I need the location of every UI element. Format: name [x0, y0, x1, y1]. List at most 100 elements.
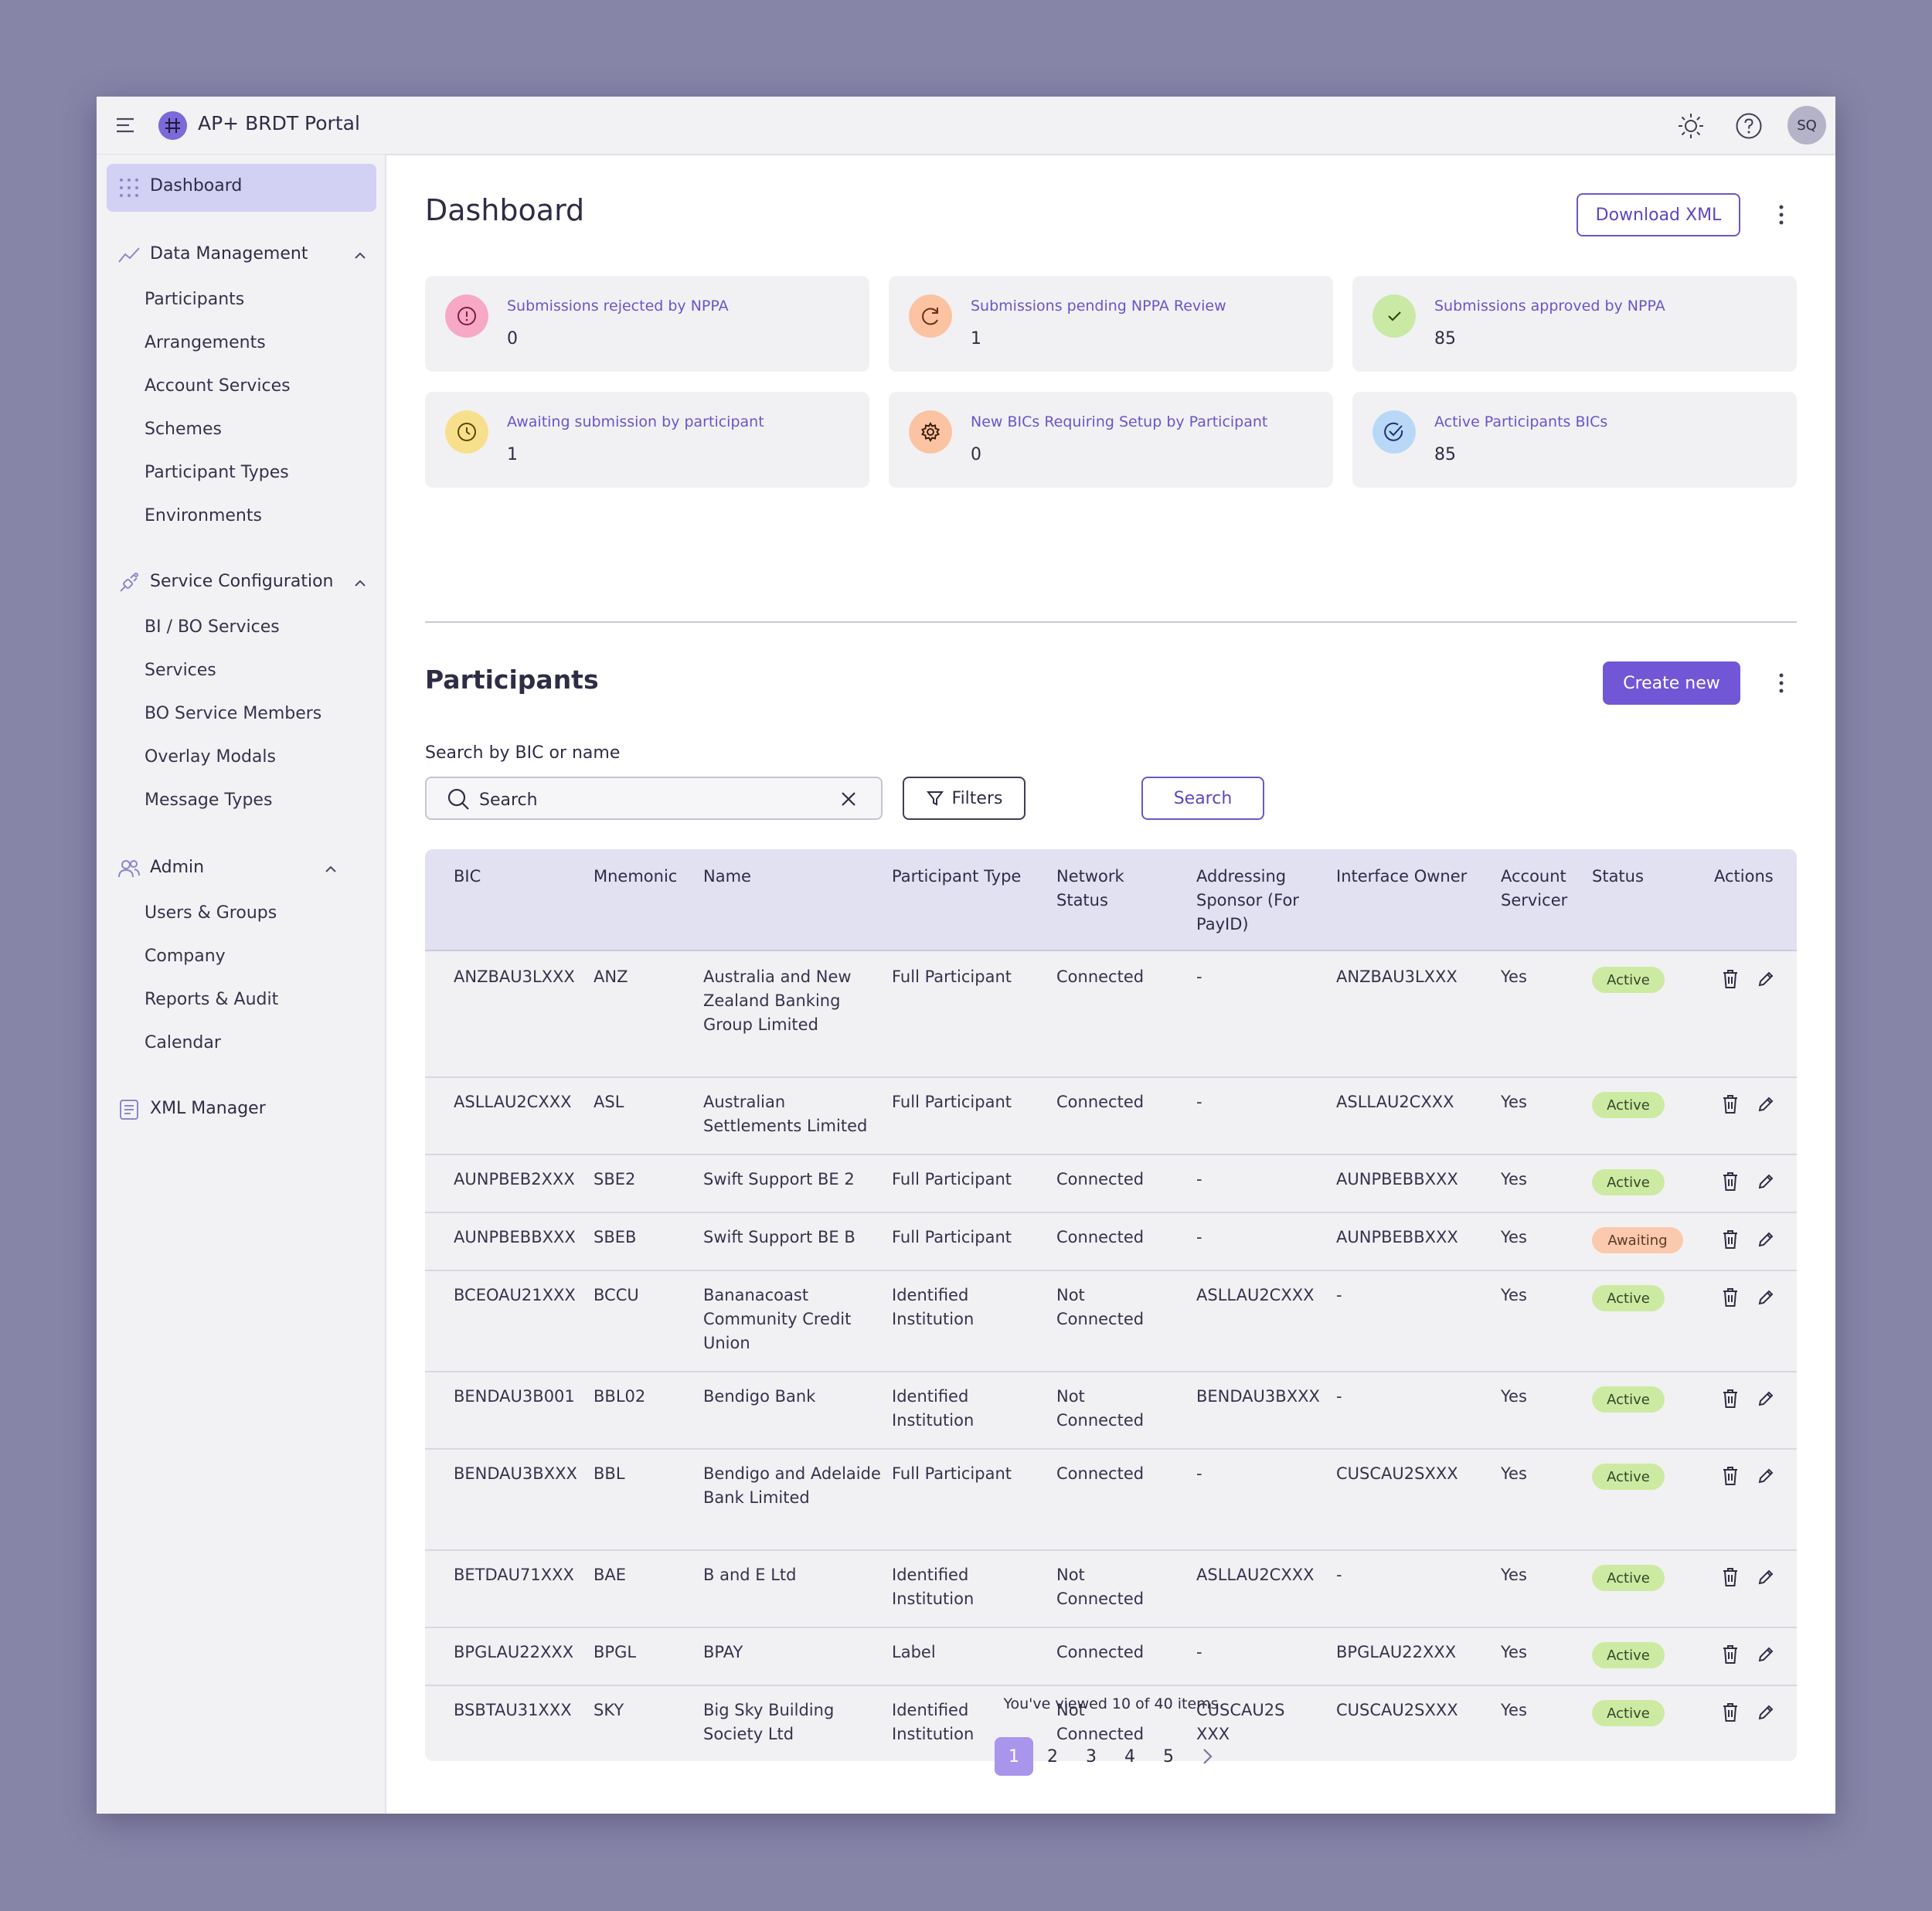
delete-icon[interactable]: [1721, 1171, 1740, 1192]
chevron-up-icon[interactable]: [352, 576, 368, 591]
sidebar-item-arrangements[interactable]: Arrangements: [145, 333, 266, 352]
stat-card-new-bics[interactable]: New BICs Requiring Setup by Participant …: [889, 392, 1333, 488]
sidebar-item-xml-manager[interactable]: XML Manager: [150, 1099, 266, 1118]
edit-pencil-icon[interactable]: [1756, 1702, 1774, 1723]
column-header-network-status[interactable]: Network Status: [1056, 867, 1124, 910]
stat-card-pending[interactable]: Submissions pending NPPA Review 1: [889, 276, 1333, 372]
stat-card-approved[interactable]: Submissions approved by NPPA 85: [1352, 276, 1797, 372]
cell-sponsor: -: [1196, 1228, 1202, 1246]
sidebar-item-account-services[interactable]: Account Services: [145, 376, 291, 396]
delete-icon[interactable]: [1721, 1388, 1740, 1409]
sidebar-item-overlay-modals[interactable]: Overlay Modals: [145, 747, 276, 767]
cell-bic: AUNPBEBBXXX: [454, 1228, 576, 1246]
sidebar-item-environments[interactable]: Environments: [145, 506, 262, 525]
edit-pencil-icon[interactable]: [1756, 1229, 1774, 1250]
help-icon[interactable]: [1735, 112, 1763, 140]
column-header-name[interactable]: Name: [703, 867, 751, 886]
delete-icon[interactable]: [1721, 1644, 1740, 1665]
top-bar: AP+ BRDT Portal SQ: [97, 97, 1835, 155]
cell-name: Swift Support BE B: [703, 1228, 855, 1246]
cell-bic: BETDAU71XXX: [454, 1566, 574, 1584]
delete-icon[interactable]: [1721, 1093, 1740, 1115]
sidebar-item-users-groups[interactable]: Users & Groups: [145, 903, 277, 923]
sidebar-item-label: Dashboard: [150, 176, 243, 196]
sidebar-group-service-configuration[interactable]: Service Configuration: [150, 572, 334, 591]
delete-icon[interactable]: [1721, 1566, 1740, 1588]
status-badge: Active: [1592, 967, 1665, 993]
cell-network: Connected: [1056, 1464, 1145, 1483]
sidebar-item-bo-service-members[interactable]: BO Service Members: [145, 704, 322, 723]
delete-icon[interactable]: [1721, 1465, 1740, 1487]
column-header-bic[interactable]: BIC: [454, 867, 481, 886]
sidebar-item-participants[interactable]: Participants: [145, 290, 245, 309]
column-header-account-servicer[interactable]: Account Servicer: [1501, 867, 1568, 910]
stat-label: Submissions approved by NPPA: [1434, 298, 1665, 315]
edit-pencil-icon[interactable]: [1756, 1465, 1774, 1487]
search-input[interactable]: [478, 786, 828, 814]
column-header-interface-owner[interactable]: Interface Owner: [1336, 867, 1468, 886]
column-header-participant-type[interactable]: Participant Type: [892, 867, 1022, 886]
stat-card-active-bics[interactable]: Active Participants BICs 85: [1352, 392, 1797, 488]
search-button[interactable]: Search: [1141, 777, 1264, 820]
cell-owner: CUSCAU2SXXX: [1336, 1464, 1458, 1483]
column-header-addressing-sponsor[interactable]: Addressing Sponsor (For PayID): [1196, 867, 1299, 933]
cell-bic: BENDAU3B001: [454, 1387, 575, 1406]
column-header-status[interactable]: Status: [1592, 867, 1644, 886]
more-vertical-icon[interactable]: [1777, 203, 1785, 226]
column-header-mnemonic[interactable]: Mnemonic: [594, 867, 678, 886]
chevron-up-icon[interactable]: [323, 862, 338, 877]
chevron-right-icon[interactable]: [1198, 1746, 1216, 1766]
search-field[interactable]: [425, 777, 883, 820]
stat-card-awaiting[interactable]: Awaiting submission by participant 1: [425, 392, 869, 488]
sidebar-item-bi-bo-services[interactable]: BI / BO Services: [145, 617, 280, 637]
edit-pencil-icon[interactable]: [1756, 968, 1774, 990]
edit-pencil-icon[interactable]: [1756, 1287, 1774, 1308]
pagination-summary: You've viewed 10 of 40 items: [1003, 1695, 1219, 1712]
page-button-4[interactable]: 4: [1124, 1746, 1135, 1766]
edit-pencil-icon[interactable]: [1756, 1644, 1774, 1665]
cell-type: Full Participant: [892, 1228, 1012, 1246]
delete-icon[interactable]: [1721, 1702, 1740, 1723]
page-button-2[interactable]: 2: [1047, 1746, 1058, 1766]
sidebar-item-dashboard[interactable]: Dashboard: [107, 164, 376, 212]
stat-label: Active Participants BICs: [1434, 413, 1608, 430]
search-label: Search by BIC or name: [425, 743, 621, 763]
chevron-up-icon[interactable]: [352, 248, 368, 264]
edit-pencil-icon[interactable]: [1756, 1566, 1774, 1588]
sidebar-item-participant-types[interactable]: Participant Types: [145, 463, 289, 482]
download-xml-button[interactable]: Download XML: [1577, 193, 1740, 236]
sidebar-item-calendar[interactable]: Calendar: [145, 1033, 221, 1052]
stat-value: 0: [507, 329, 518, 349]
edit-pencil-icon[interactable]: [1756, 1388, 1774, 1409]
sidebar-group-data-management[interactable]: Data Management: [150, 244, 308, 264]
sidebar-item-schemes[interactable]: Schemes: [145, 420, 222, 439]
more-vertical-icon[interactable]: [1777, 672, 1785, 695]
trend-line-icon: [118, 247, 140, 263]
cell-type: Label: [892, 1643, 936, 1661]
close-icon[interactable]: [839, 790, 858, 808]
gear-icon: [909, 410, 952, 454]
delete-icon[interactable]: [1721, 1287, 1740, 1308]
cell-network: Connected: [1056, 1093, 1145, 1111]
sidebar-item-message-types[interactable]: Message Types: [145, 791, 273, 810]
page-button-5[interactable]: 5: [1163, 1746, 1174, 1766]
stat-card-rejected[interactable]: Submissions rejected by NPPA 0: [425, 276, 869, 372]
avatar[interactable]: SQ: [1787, 106, 1826, 145]
sidebar-item-reports-audit[interactable]: Reports & Audit: [145, 990, 279, 1009]
delete-icon[interactable]: [1721, 1229, 1740, 1250]
table-header: BIC Mnemonic Name Participant Type Netwo…: [425, 849, 1797, 951]
sun-icon[interactable]: [1677, 112, 1705, 140]
filters-button[interactable]: Filters: [903, 777, 1026, 820]
page-button-3[interactable]: 3: [1086, 1746, 1097, 1766]
delete-icon[interactable]: [1721, 968, 1740, 990]
app-logo-icon: [158, 111, 187, 140]
menu-icon[interactable]: [115, 115, 135, 135]
sidebar-group-admin[interactable]: Admin: [150, 858, 205, 877]
edit-pencil-icon[interactable]: [1756, 1093, 1774, 1115]
create-new-button[interactable]: Create new: [1603, 661, 1740, 705]
edit-pencil-icon[interactable]: [1756, 1171, 1774, 1192]
sidebar-item-services[interactable]: Services: [145, 661, 216, 680]
page-button-1[interactable]: 1: [995, 1737, 1033, 1776]
sidebar-item-company[interactable]: Company: [145, 947, 226, 966]
cell-network: Connected: [1056, 1170, 1145, 1188]
